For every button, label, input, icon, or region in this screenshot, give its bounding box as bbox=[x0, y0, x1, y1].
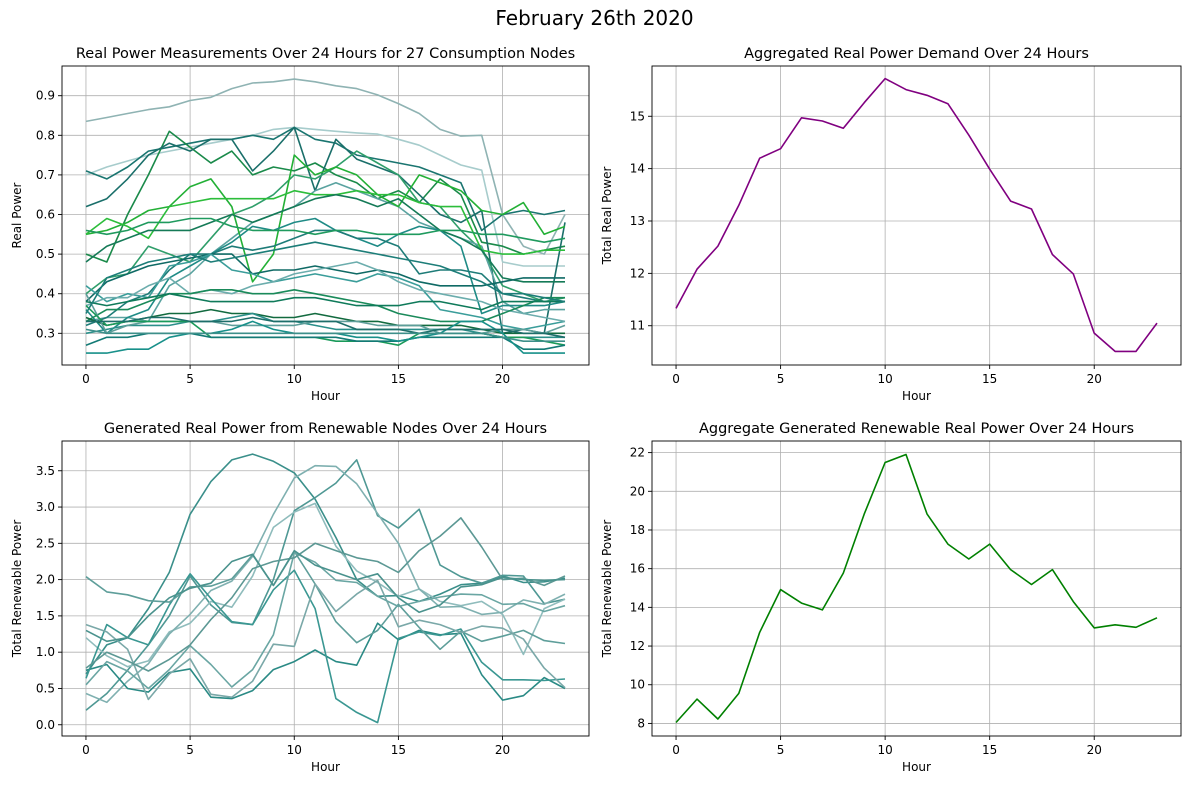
x-tick-label: 20 bbox=[1087, 372, 1102, 386]
figure-title: February 26th 2020 bbox=[495, 6, 694, 30]
y-tick-label: 10 bbox=[630, 678, 645, 692]
x-axis-label: Hour bbox=[311, 389, 340, 403]
plot-frame bbox=[651, 440, 1182, 737]
y-tick-label: 2.5 bbox=[36, 536, 55, 550]
y-tick-label: 0.8 bbox=[36, 128, 55, 142]
series-line-23 bbox=[86, 316, 566, 339]
y-tick-label: 12 bbox=[630, 639, 645, 653]
chart-title: Real Power Measurements Over 24 Hours fo… bbox=[76, 46, 575, 62]
x-tick-label: 0 bbox=[672, 743, 680, 757]
x-tick-label: 0 bbox=[672, 372, 680, 386]
y-tick-label: 18 bbox=[630, 523, 645, 537]
y-tick-label: 16 bbox=[630, 562, 645, 576]
consumption-nodes-panel: 0 5 10 15 20 0.3 0.4 0.5 0.6 0.7 0.8 0.9 Hour Real Po… bbox=[10, 46, 590, 403]
y-tick-label: 0.7 bbox=[36, 168, 55, 182]
y-tick-label: 0.4 bbox=[36, 287, 55, 301]
series-line-9 bbox=[85, 189, 565, 255]
y-tick-label: 11 bbox=[630, 319, 645, 333]
series-line-26 bbox=[85, 217, 566, 243]
x-axis-label: Hour bbox=[902, 760, 931, 774]
x-tick-label: 5 bbox=[777, 372, 785, 386]
x-tick-label: 15 bbox=[391, 372, 406, 386]
x-tick-label: 5 bbox=[777, 743, 785, 757]
x-tick-label: 20 bbox=[495, 743, 510, 757]
series-line-10 bbox=[85, 517, 566, 672]
y-tick-label: 13 bbox=[630, 214, 645, 228]
y-tick-label: 2.0 bbox=[36, 573, 55, 587]
series-line-1 bbox=[675, 453, 1158, 724]
renewable-nodes-panel: 0 5 10 15 20 0.0 0.5 1.0 1.5 2.0 2.5 3.0 3.5 Hour Tota… bbox=[10, 421, 590, 774]
y-tick-label: 0.9 bbox=[36, 89, 55, 103]
x-tick-label: 0 bbox=[82, 743, 90, 757]
series-line-8 bbox=[85, 154, 566, 283]
x-tick-label: 20 bbox=[1087, 743, 1102, 757]
y-axis-label: Total Renewable Power bbox=[10, 520, 24, 659]
y-tick-label: 20 bbox=[630, 484, 645, 498]
x-tick-label: 0 bbox=[82, 372, 90, 386]
y-tick-label: 14 bbox=[630, 600, 645, 614]
plot-frame bbox=[61, 65, 590, 366]
y-tick-label: 3.0 bbox=[36, 500, 55, 514]
chart-title: Aggregated Real Power Demand Over 24 Hou… bbox=[744, 46, 1089, 62]
series-line-14 bbox=[85, 253, 566, 331]
y-axis-label: Real Power bbox=[10, 182, 24, 248]
x-axis-label: Hour bbox=[902, 389, 931, 403]
series-line-5 bbox=[85, 126, 566, 335]
aggregate-renewable-panel: 0 5 10 15 20 8 10 12 14 16 18 20 22 Hour Total Renewab… bbox=[600, 421, 1182, 774]
y-tick-label: 1.0 bbox=[36, 645, 55, 659]
x-tick-label: 10 bbox=[877, 372, 892, 386]
y-axis-label: Total Real Power bbox=[600, 167, 614, 266]
x-tick-label: 15 bbox=[982, 372, 997, 386]
x-tick-label: 5 bbox=[186, 743, 194, 757]
y-tick-label: 0.5 bbox=[36, 681, 55, 695]
y-axis-label: Total Renewable Power bbox=[600, 520, 614, 659]
series-line-25 bbox=[85, 292, 565, 311]
series-line-2 bbox=[85, 126, 565, 267]
x-tick-label: 10 bbox=[287, 743, 302, 757]
series-line-11 bbox=[85, 549, 566, 643]
y-tick-label: 0.5 bbox=[36, 247, 55, 261]
x-tick-label: 15 bbox=[982, 743, 997, 757]
series-line-9 bbox=[85, 551, 566, 690]
x-tick-label: 10 bbox=[877, 743, 892, 757]
y-tick-label: 14 bbox=[630, 162, 645, 176]
series-line-24 bbox=[85, 328, 565, 343]
plot-frame bbox=[61, 440, 590, 737]
y-tick-label: 0.3 bbox=[36, 326, 55, 340]
series-line-4 bbox=[85, 130, 566, 263]
y-tick-label: 1.5 bbox=[36, 609, 55, 623]
y-tick-label: 0.0 bbox=[36, 718, 55, 732]
y-tick-label: 3.5 bbox=[36, 464, 55, 478]
plot-frame bbox=[651, 65, 1182, 366]
series-line-2 bbox=[85, 459, 566, 711]
chart-title: Aggregate Generated Renewable Real Power… bbox=[699, 421, 1134, 437]
series-line-15 bbox=[85, 261, 566, 323]
series-line-6 bbox=[85, 569, 566, 724]
x-tick-label: 15 bbox=[391, 743, 406, 757]
series-line-10 bbox=[85, 193, 565, 283]
y-tick-label: 22 bbox=[630, 446, 645, 460]
aggregate-demand-panel: 0 5 10 15 20 11 12 13 14 15 Hour Total Real Power Ag… bbox=[600, 46, 1182, 403]
chart-title: Generated Real Power from Renewable Node… bbox=[104, 421, 547, 437]
series-line-1 bbox=[675, 77, 1158, 353]
x-tick-label: 5 bbox=[186, 372, 194, 386]
x-tick-label: 20 bbox=[495, 372, 510, 386]
y-tick-label: 15 bbox=[630, 109, 645, 123]
series-line-1 bbox=[85, 78, 566, 255]
series-line-12 bbox=[85, 229, 565, 327]
y-tick-label: 8 bbox=[637, 716, 645, 730]
y-tick-label: 0.6 bbox=[36, 208, 55, 222]
series-line-8 bbox=[85, 579, 566, 701]
series-line-3 bbox=[85, 502, 566, 668]
series-line-11 bbox=[85, 217, 566, 335]
x-tick-label: 10 bbox=[287, 372, 302, 386]
series-line-4 bbox=[85, 464, 566, 704]
x-axis-label: Hour bbox=[311, 760, 340, 774]
series-line-27 bbox=[85, 241, 566, 314]
y-tick-label: 12 bbox=[630, 266, 645, 280]
